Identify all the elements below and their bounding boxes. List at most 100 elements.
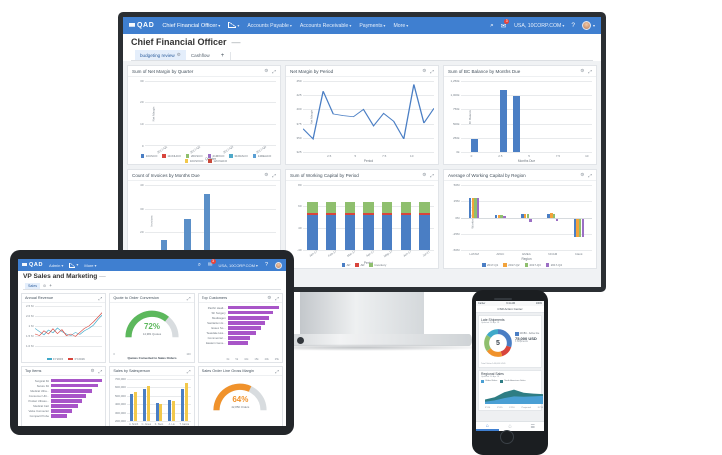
nav-item-more[interactable]: More▾	[84, 262, 97, 268]
expand-icon[interactable]: ⤢	[275, 295, 279, 301]
stacked-bar[interactable]	[381, 195, 393, 250]
legend-item[interactable]: 14DEACO	[252, 154, 271, 158]
stacked-bar[interactable]	[307, 195, 318, 250]
qad-logo[interactable]: QAD	[129, 22, 154, 29]
tab-sales[interactable]: Sales	[25, 282, 40, 289]
avatar[interactable]	[581, 21, 591, 30]
bar[interactable]	[513, 95, 520, 152]
card-late-shipments[interactable]: Late Shipments Updated 14 Apr 18 5 10CBU …	[478, 315, 542, 368]
bar[interactable]	[155, 403, 159, 421]
bar[interactable]	[471, 138, 479, 152]
legend-item[interactable]: Global Sales	[481, 379, 497, 383]
bar[interactable]	[495, 214, 498, 218]
bar[interactable]	[133, 392, 137, 421]
nav-item-admin[interactable]: Admin▾	[49, 262, 64, 268]
hbar[interactable]	[227, 331, 257, 335]
bar[interactable]	[203, 193, 211, 256]
nav-item-payments[interactable]: Payments▾	[359, 22, 386, 29]
bar[interactable]	[181, 388, 185, 421]
hbar[interactable]	[51, 378, 103, 383]
expand-icon[interactable]: ⤢	[430, 68, 434, 74]
notifications-icon[interactable]: ✉ 3	[207, 259, 216, 268]
bar[interactable]	[184, 218, 191, 256]
legend-item[interactable]: 2017-Q2	[503, 263, 520, 267]
bar[interactable]	[523, 213, 527, 218]
bar[interactable]	[500, 89, 507, 152]
hbar[interactable]	[227, 315, 269, 320]
bar[interactable]	[521, 214, 524, 218]
legend-item[interactable]: 11CNHCO	[162, 154, 181, 158]
donut-slice[interactable]	[484, 329, 512, 357]
add-tab-button[interactable]: +	[215, 52, 232, 60]
gear-icon[interactable]: ⚙	[264, 172, 269, 177]
home-icon[interactable]: ⌂	[476, 422, 499, 431]
bar[interactable]	[550, 212, 553, 218]
stacked-bar[interactable]	[325, 195, 337, 250]
nav-item-accounts-payable[interactable]: Accounts Payable▾	[247, 22, 292, 29]
expand-icon[interactable]: ⤢	[272, 68, 276, 74]
expand-icon[interactable]: ⤢	[272, 172, 276, 178]
legend-item[interactable]: 20USCO	[185, 154, 203, 158]
expand-icon[interactable]: ⤢	[98, 368, 103, 374]
legend-item[interactable]: 12CNHCO	[208, 159, 227, 163]
hbar[interactable]	[227, 321, 265, 325]
expand-icon[interactable]: ⤢	[430, 172, 434, 178]
bar[interactable]	[471, 198, 474, 218]
bar[interactable]	[168, 400, 172, 421]
bar[interactable]	[529, 217, 532, 223]
add-tab-button[interactable]: +	[49, 283, 52, 288]
collapse-icon[interactable]: —	[99, 273, 106, 280]
qad-logo[interactable]: QAD	[22, 262, 43, 268]
legend-item[interactable]: 2017-Q4	[545, 263, 562, 267]
gear-icon[interactable]: ⚙	[176, 52, 181, 57]
tab-cashflow[interactable]: Cashflow	[190, 53, 210, 58]
expand-icon[interactable]: ⤢	[588, 172, 592, 178]
bar[interactable]	[159, 403, 163, 421]
expand-icon[interactable]: ⤢	[186, 368, 191, 374]
hbar[interactable]	[227, 341, 249, 345]
legend-item[interactable]: 31FRACO	[229, 154, 248, 158]
stacked-bar[interactable]	[419, 195, 430, 250]
bar[interactable]	[474, 198, 477, 218]
legend-item[interactable]: AP	[341, 263, 350, 267]
search-icon[interactable]: ⌕	[490, 21, 494, 29]
gear-icon[interactable]: ⚙	[422, 172, 427, 177]
legend-item[interactable]: 2017-Q3	[524, 263, 541, 267]
bell-icon[interactable]: ♤	[507, 423, 513, 430]
bar[interactable]	[581, 217, 585, 237]
expand-icon[interactable]: ⤢	[186, 295, 191, 301]
bar[interactable]	[555, 217, 558, 222]
card-regional-sales[interactable]: Regional Sales Updated 14 Apr 18 Global …	[478, 369, 543, 411]
donut-slice[interactable]	[484, 329, 512, 357]
stacked-bar[interactable]	[400, 195, 412, 250]
bar[interactable]	[468, 198, 472, 218]
bar[interactable]	[547, 213, 550, 218]
help-icon[interactable]: ?	[264, 262, 268, 268]
bar[interactable]	[573, 217, 577, 237]
hbar[interactable]	[227, 326, 261, 330]
expand-icon[interactable]: ⤢	[588, 68, 592, 74]
legend-item[interactable]: 10USXCO	[184, 159, 203, 163]
bar[interactable]	[579, 217, 582, 237]
search-icon[interactable]: ⌕	[197, 261, 201, 268]
nav-item-charts[interactable]: ▾	[228, 22, 239, 29]
tablet-home-button[interactable]	[297, 337, 304, 344]
hbar[interactable]	[227, 336, 251, 340]
legend-item[interactable]: 21MXCO	[207, 154, 224, 158]
gear-icon[interactable]: ⚙	[43, 283, 47, 288]
bar[interactable]	[143, 388, 147, 421]
tab-budgeting-review[interactable]: budgeting review ⚙	[135, 50, 186, 60]
hbar[interactable]	[51, 388, 93, 393]
bar[interactable]	[503, 215, 506, 218]
stacked-bar[interactable]	[363, 195, 374, 250]
legend-item[interactable]: FY2016	[68, 357, 85, 361]
bar[interactable]	[497, 214, 501, 218]
gear-icon[interactable]: ⚙	[267, 295, 272, 300]
legend-item[interactable]: 10USCO	[140, 154, 157, 158]
hbar[interactable]	[51, 414, 68, 418]
notifications-icon[interactable]: ✉ 3	[500, 18, 510, 30]
company-selector[interactable]: USA, 10CORP.COM▾	[514, 22, 565, 29]
expand-icon[interactable]: ⤢	[275, 368, 279, 374]
gear-icon[interactable]: ⚙	[580, 68, 585, 73]
bar[interactable]	[552, 213, 556, 218]
